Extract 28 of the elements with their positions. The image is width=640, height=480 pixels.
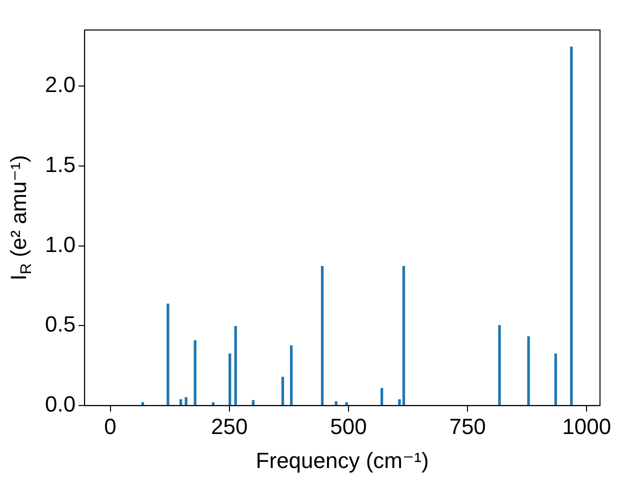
- x-axis-title: Frequency (cm⁻¹): [256, 448, 429, 474]
- bar: [234, 326, 237, 406]
- bar: [527, 336, 530, 406]
- bar: [498, 325, 501, 406]
- bar: [194, 340, 196, 406]
- bar: [228, 353, 232, 406]
- y-tick-label: 0.5: [44, 312, 76, 337]
- y-axis-title: IR (e² amu⁻¹): [6, 155, 35, 280]
- bar: [380, 388, 384, 406]
- bar: [320, 266, 324, 406]
- y-tick-label: 2.0: [44, 72, 76, 98]
- y-tick-label: 1.5: [44, 152, 76, 177]
- bar: [281, 376, 284, 406]
- x-tick-label: 750: [449, 414, 486, 439]
- bar: [554, 353, 558, 406]
- bar: [345, 402, 348, 406]
- bar: [179, 399, 182, 406]
- bar: [166, 304, 170, 406]
- x-tick-label: 1000: [562, 414, 612, 439]
- bar: [402, 266, 406, 406]
- bar: [184, 397, 188, 406]
- bar: [570, 46, 573, 406]
- y-tick-label: 0.0: [44, 392, 76, 417]
- y-tick-label: 1.0: [44, 232, 76, 257]
- x-tick-label: 250: [211, 414, 248, 439]
- bar: [290, 345, 293, 406]
- x-tick-label: 500: [330, 414, 367, 439]
- x-tick-label: 0: [104, 414, 116, 439]
